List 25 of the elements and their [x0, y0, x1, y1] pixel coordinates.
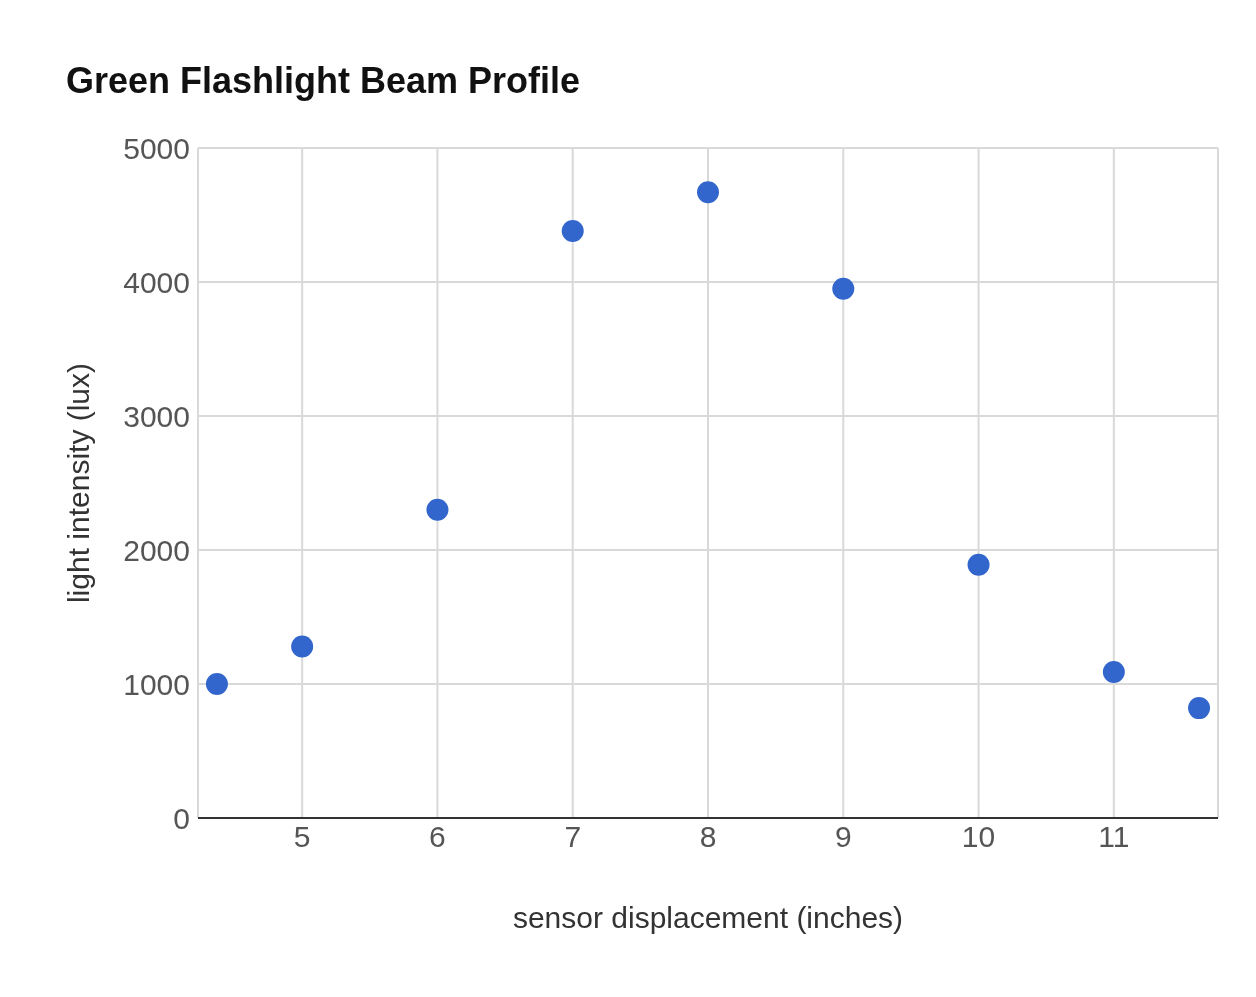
- point: [291, 635, 314, 658]
- point: [697, 181, 719, 204]
- x-tick-label: 5: [293, 820, 311, 854]
- y-tick-label: 5000: [123, 131, 190, 165]
- y-tick-label: 3000: [123, 399, 190, 433]
- y-tick-label: 2000: [123, 533, 190, 567]
- y-tick-label: 1000: [123, 667, 190, 701]
- x-tick-label: 11: [1098, 820, 1130, 854]
- point: [832, 277, 855, 300]
- point: [205, 673, 228, 695]
- point: [1102, 660, 1125, 683]
- x-axis-title: sensor displacement (inches): [512, 901, 904, 934]
- x-tick-label: 8: [699, 820, 717, 854]
- chart-title: Green Flashlight Beam Profile: [66, 60, 581, 102]
- y-axis-title: light intensity (lux): [61, 362, 95, 604]
- point: [967, 553, 990, 576]
- point: [561, 220, 584, 243]
- point: [1188, 697, 1211, 720]
- x-tick-label: 9: [834, 820, 852, 854]
- point: [426, 498, 449, 521]
- x-tick-label: 7: [564, 820, 582, 854]
- y-tick-label: 4000: [123, 265, 190, 299]
- y-tick-label: 0: [173, 801, 190, 835]
- x-tick-label: 6: [429, 820, 446, 854]
- x-tick-label: 10: [961, 820, 996, 854]
